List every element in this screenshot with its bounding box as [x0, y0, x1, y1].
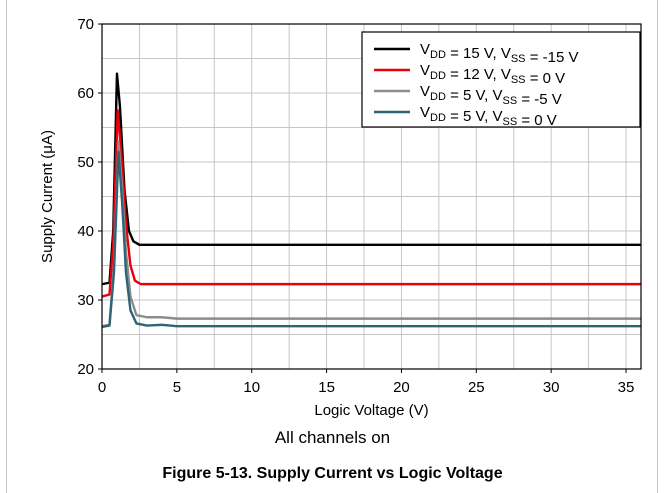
x-tick-label: 35	[618, 379, 635, 396]
legend-entry-3: VDD = 5 V, VSS = -5 V	[420, 83, 562, 108]
test-condition-note: All channels on	[274, 428, 391, 447]
x-tick-label: 30	[543, 379, 560, 396]
legend-entry-1: VDD = 15 V, VSS = -15 V	[420, 41, 578, 66]
plot-border	[101, 23, 642, 370]
x-axis-label: Logic Voltage (V)	[314, 402, 428, 419]
y-tick-label: 50	[77, 154, 94, 171]
series-line-2	[101, 109, 641, 298]
series-line-4	[101, 150, 641, 329]
y-tick-label: 70	[77, 16, 94, 33]
y-axis-label: Supply Current (μA)	[39, 130, 56, 263]
legend-entry-2: VDD = 12 V, VSS = 0 V	[420, 62, 565, 87]
x-tick-label: 0	[98, 379, 106, 396]
supply-current-chart: 0 5 10 15 20 25 30 35 20 30 40 50 60 70 Logic Voltag…	[39, 16, 642, 419]
x-tick-label: 25	[468, 379, 485, 396]
x-tick-label: 5	[173, 379, 181, 396]
figure-caption: Figure 5-13. Supply Current vs Logic Vol…	[162, 465, 503, 482]
y-tick-label: 20	[77, 361, 94, 378]
legend-entry-4: VDD = 5 V, VSS = 0 V	[420, 104, 557, 129]
series-group	[101, 72, 641, 329]
y-tick-label: 30	[77, 292, 94, 309]
x-tick-label: 20	[393, 379, 410, 396]
figure-frame	[6, 0, 658, 493]
y-tick-label: 40	[77, 223, 94, 240]
y-axis-label-main: Supply Current (	[39, 154, 56, 263]
y-tick-label: 60	[77, 85, 94, 102]
y-axis-label-mu: μ	[39, 145, 56, 154]
x-axis: 0 5 10 15 20 25 30 35	[98, 369, 635, 396]
x-tick-label: 10	[243, 379, 260, 396]
x-tick-label: 15	[318, 379, 335, 396]
y-axis-label-tail: A)	[39, 130, 56, 145]
y-axis: 20 30 40 50 60 70	[77, 16, 102, 378]
